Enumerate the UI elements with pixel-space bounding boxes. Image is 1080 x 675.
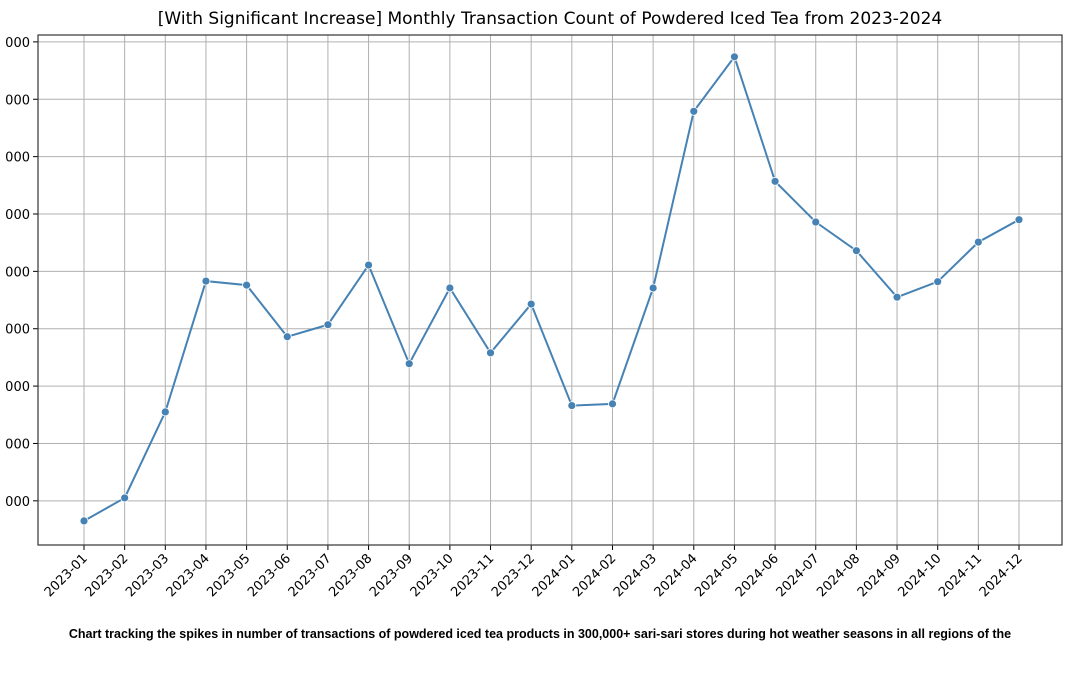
x-tick-label: 2023-03 — [123, 551, 172, 600]
data-point — [1014, 215, 1024, 225]
data-point — [79, 516, 89, 526]
x-tick-label: 2023-09 — [367, 551, 416, 600]
data-point — [526, 299, 536, 309]
x-tick-label: 2024-04 — [652, 551, 701, 600]
data-point — [445, 283, 455, 293]
x-tick-label: 2023-08 — [326, 551, 375, 600]
x-tick-label: 2024-07 — [774, 551, 823, 600]
data-point — [323, 320, 333, 330]
x-tick-label: 2023-02 — [82, 551, 131, 600]
y-tick-label: 000 — [5, 36, 30, 51]
x-tick-label: 2024-11 — [936, 551, 985, 600]
x-tick-label: 2023-12 — [489, 551, 538, 600]
x-tick-label: 2024-05 — [692, 551, 741, 600]
x-tick-label: 2023-06 — [245, 551, 294, 600]
x-tick-label: 2023-10 — [408, 551, 457, 600]
x-tick-label: 2023-04 — [164, 551, 213, 600]
data-point — [608, 399, 617, 409]
chart-caption: Chart tracking the spikes in number of t… — [68, 627, 1012, 641]
x-tick-label: 2023-07 — [286, 551, 335, 600]
data-point — [933, 277, 943, 287]
data-point — [160, 407, 170, 417]
plot-frame — [37, 34, 1063, 546]
data-point — [120, 493, 130, 503]
line-chart: [With Significant Increase] Monthly Tran… — [5, 9, 1063, 600]
data-point — [973, 237, 983, 247]
x-tick-label: 2023-01 — [42, 551, 91, 600]
data-point — [486, 348, 495, 358]
x-tick-label: 2024-10 — [896, 551, 945, 600]
data-point — [567, 401, 577, 410]
data-point — [730, 52, 739, 62]
y-tick-label: 000 — [5, 380, 30, 395]
data-point — [282, 332, 292, 342]
y-tick-label: 000 — [5, 93, 30, 108]
axes: 2023-012023-022023-032023-042023-052023-… — [5, 34, 1063, 600]
data-point — [404, 359, 414, 369]
y-tick-label: 000 — [5, 208, 30, 223]
x-tick-label: 2024-01 — [530, 551, 579, 600]
x-tick-label: 2024-12 — [977, 551, 1026, 600]
x-tick-label: 2024-06 — [733, 551, 782, 600]
x-tick-label: 2024-09 — [855, 551, 904, 600]
x-tick-label: 2023-11 — [448, 551, 497, 600]
x-tick-label: 2024-08 — [814, 551, 863, 600]
y-tick-label: 000 — [5, 495, 30, 510]
data-point — [201, 276, 211, 286]
y-tick-label: 000 — [5, 265, 30, 280]
x-tick-label: 2024-03 — [611, 551, 660, 600]
x-tick-label: 2024-02 — [570, 551, 619, 600]
data-point — [364, 260, 373, 270]
data-point — [689, 106, 699, 116]
data-point — [648, 283, 658, 293]
y-tick-label: 000 — [5, 151, 30, 166]
data-point — [811, 217, 821, 227]
series-line — [79, 52, 1024, 526]
data-point — [851, 246, 861, 256]
data-line — [83, 54, 1020, 522]
y-tick-label: 000 — [5, 323, 30, 338]
grid — [38, 35, 1062, 545]
data-point — [242, 280, 252, 290]
data-point — [892, 292, 902, 302]
x-tick-label: 2023-05 — [204, 551, 253, 600]
chart-title: [With Significant Increase] Monthly Tran… — [158, 9, 942, 29]
data-point — [770, 176, 780, 186]
y-tick-label: 000 — [5, 437, 30, 452]
